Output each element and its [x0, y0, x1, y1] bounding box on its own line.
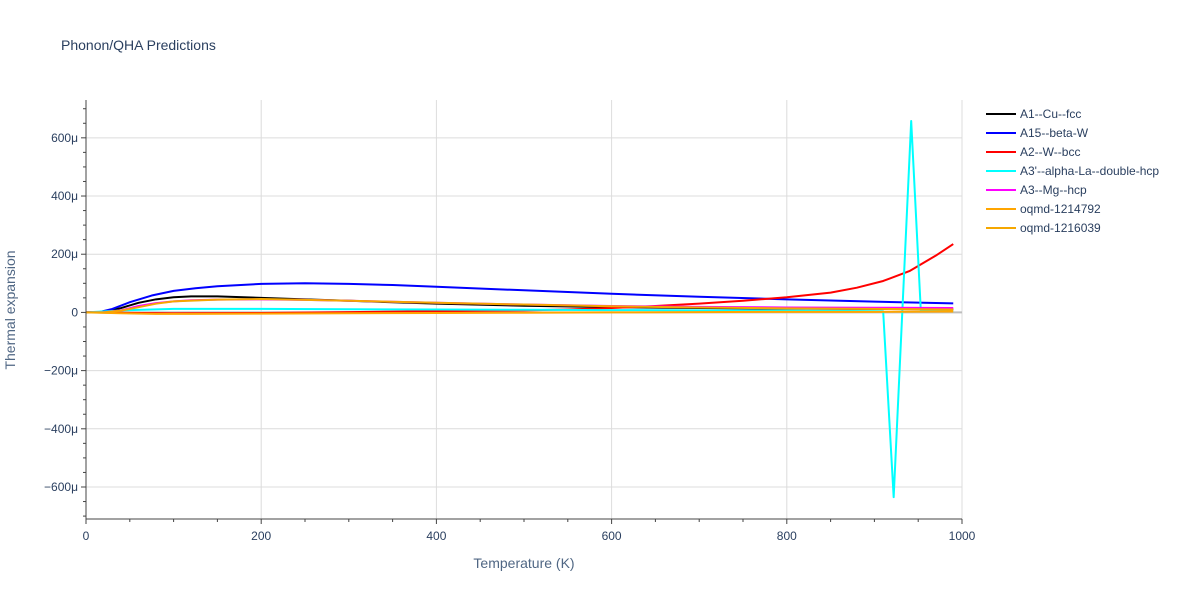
legend-item-a15-beta-w[interactable]: A15--beta-W [986, 126, 1089, 140]
x-axis-title: Temperature (K) [473, 555, 574, 571]
x-tick-label: 800 [777, 529, 797, 543]
legend-label: A3--Mg--hcp [1020, 183, 1087, 197]
y-tick-label: −400μ [44, 422, 78, 436]
y-tick-label: −200μ [44, 364, 78, 378]
y-tick-label: 0 [71, 305, 78, 319]
series-layer [85, 119, 954, 499]
legend-item-a3-mg-hcp[interactable]: A3--Mg--hcp [986, 183, 1087, 197]
y-tick-label: 400μ [51, 189, 78, 203]
axes [81, 100, 963, 524]
legend-item-oqmd-1214792[interactable]: oqmd-1214792 [986, 202, 1101, 216]
legend-label: A1--Cu--fcc [1020, 107, 1081, 121]
series-line-a15-beta-w [85, 282, 954, 314]
legend-label: oqmd-1214792 [1020, 202, 1101, 216]
legend-item-a1-cu-fcc[interactable]: A1--Cu--fcc [986, 107, 1081, 121]
series-line-oqmd-1214792 [85, 310, 954, 315]
x-tick-label: 400 [426, 529, 446, 543]
chart-title: Phonon/QHA Predictions [61, 37, 216, 53]
x-tick-label: 600 [602, 529, 622, 543]
legend-label: A3'--alpha-La--double-hcp [1020, 164, 1159, 178]
y-tick-label: 200μ [51, 247, 78, 261]
legend-label: oqmd-1216039 [1020, 221, 1101, 235]
legend-label: A15--beta-W [1020, 126, 1089, 140]
ticks: 0 200 400 600 800 1000 −600μ −400μ −200μ 0 200μ 400… [44, 131, 976, 543]
y-tick-label: −600μ [44, 480, 78, 494]
legend-item-a2-w-bcc[interactable]: A2--W--bcc [986, 145, 1080, 159]
series-line-a2-w-bcc [85, 243, 954, 315]
x-tick-label: 200 [251, 529, 271, 543]
series-line-a3-alpha-la-double-hcp [85, 119, 954, 499]
x-tick-label: 1000 [949, 529, 976, 543]
x-tick-label: 0 [83, 529, 90, 543]
legend: A1--Cu--fcc A15--beta-W A2--W--bcc A3'--alp… [986, 107, 1159, 235]
legend-label: A2--W--bcc [1020, 145, 1080, 159]
series-line-oqmd-1216039 [86, 298, 954, 314]
legend-item-oqmd-1216039[interactable]: oqmd-1216039 [986, 221, 1101, 235]
y-axis-title: Thermal expansion [2, 250, 18, 369]
y-tick-label: 600μ [51, 131, 78, 145]
legend-item-a3-alpha-la-double-hcp[interactable]: A3'--alpha-La--double-hcp [986, 164, 1159, 178]
